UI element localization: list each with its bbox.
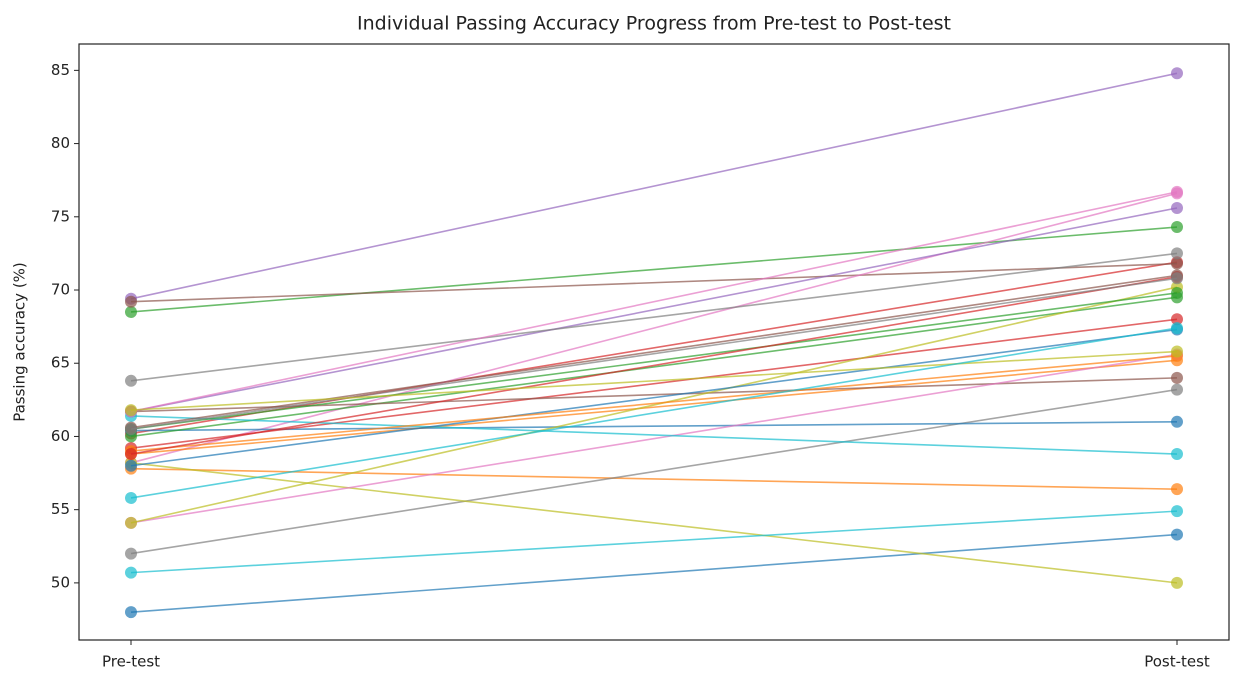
point [1171, 313, 1183, 326]
series-line [130, 353, 1178, 524]
y-tick-label: 55 [51, 500, 70, 518]
y-tick-label: 60 [51, 427, 70, 445]
point [1171, 345, 1183, 358]
point [1171, 272, 1183, 285]
point [125, 305, 137, 318]
series-line [130, 262, 1178, 303]
point [1171, 505, 1183, 518]
point [125, 295, 137, 308]
series-line [130, 328, 1178, 467]
series-line [130, 276, 1178, 455]
y-tick-label: 80 [51, 134, 70, 152]
x-tick-label: Pre-test [102, 653, 160, 671]
series-line [130, 415, 1178, 455]
point [1171, 448, 1183, 461]
series-line [130, 355, 1178, 452]
point [1171, 322, 1183, 335]
point [1171, 371, 1183, 384]
y-axis-label: Passing accuracy (%) [11, 262, 29, 422]
point [125, 491, 137, 504]
point [1171, 202, 1183, 215]
point [1171, 576, 1183, 589]
series-line [130, 72, 1178, 300]
point [1171, 185, 1183, 198]
chart-title: Individual Passing Accuracy Progress fro… [357, 13, 951, 35]
series-line [130, 191, 1178, 413]
series-line [130, 318, 1178, 449]
point [1171, 221, 1183, 234]
point [1171, 247, 1183, 260]
point [125, 459, 137, 472]
series-line [130, 292, 1178, 430]
point [125, 448, 137, 461]
y-tick-label: 85 [51, 61, 70, 79]
y-tick-label: 50 [51, 573, 70, 591]
series-line [130, 327, 1178, 499]
plot-area [78, 43, 1230, 641]
point [125, 516, 137, 529]
point [1171, 257, 1183, 270]
series-line [130, 207, 1178, 413]
point [1171, 67, 1183, 80]
series-line [130, 350, 1178, 411]
series-line [130, 261, 1178, 435]
series-line [130, 510, 1178, 574]
series-line [130, 296, 1178, 438]
point [1171, 528, 1183, 541]
point [1171, 286, 1183, 299]
series-line [130, 277, 1178, 430]
y-tick-label: 65 [51, 354, 70, 372]
series-line [130, 421, 1178, 432]
point [125, 547, 137, 560]
point [125, 566, 137, 579]
series-line [130, 533, 1178, 613]
point [1171, 415, 1183, 428]
series-line [130, 192, 1178, 464]
point [1171, 483, 1183, 496]
y-tick-label: 75 [51, 207, 70, 225]
series-line [130, 388, 1178, 555]
x-tick-label: Post-test [1144, 653, 1210, 671]
y-tick-label: 70 [51, 281, 70, 299]
point [125, 374, 137, 387]
point [125, 404, 137, 417]
point [125, 423, 137, 436]
series-line [130, 462, 1178, 584]
point [125, 606, 137, 619]
series-line [130, 252, 1178, 382]
series-line [130, 286, 1178, 524]
series-line [130, 359, 1178, 455]
point [1171, 383, 1183, 396]
series-line [130, 274, 1178, 429]
series-line [130, 467, 1178, 490]
